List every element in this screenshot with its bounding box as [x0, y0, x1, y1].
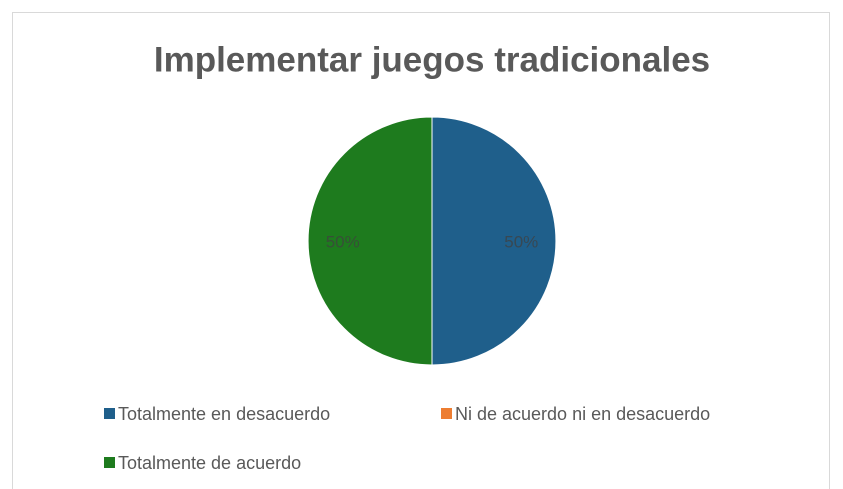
data-label: 50% [326, 232, 360, 251]
legend-label: Totalmente de acuerdo [118, 453, 301, 473]
legend-swatch [441, 408, 452, 419]
legend-label: Ni de acuerdo ni en desacuerdo [455, 404, 710, 424]
pie-slice [307, 116, 433, 366]
data-label: 50% [504, 232, 538, 251]
pie-slice [431, 116, 557, 366]
chart-title: Implementar juegos tradicionales [154, 40, 710, 79]
legend-label: Totalmente en desacuerdo [118, 404, 330, 424]
legend-swatch [104, 457, 115, 468]
legend-swatch [104, 408, 115, 419]
